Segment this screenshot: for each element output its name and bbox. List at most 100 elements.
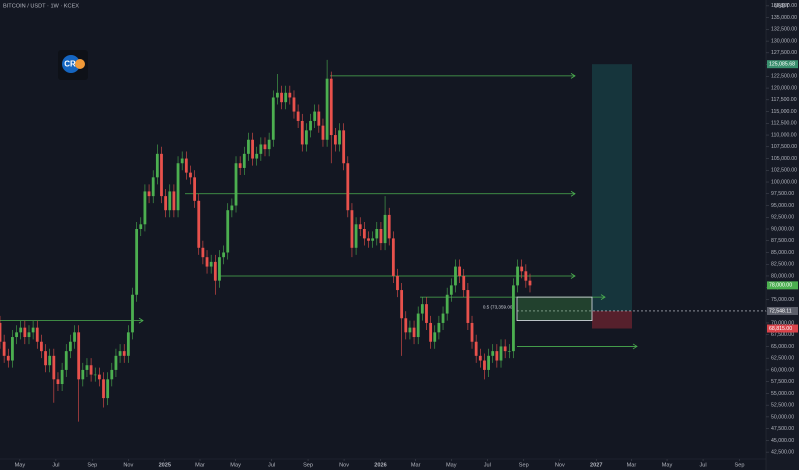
candle-body	[64, 351, 68, 370]
candle-body	[251, 139, 254, 159]
candle-body	[193, 177, 197, 201]
y-tick-label: 117,500.00	[771, 97, 797, 103]
y-tick-label: 82,500.00	[771, 262, 794, 268]
candle-body	[106, 379, 110, 399]
y-tick-label: 42,500.00	[771, 450, 794, 456]
y-tick-label: 107,500.00	[771, 144, 797, 150]
candle-body	[466, 290, 470, 323]
candle-body	[350, 210, 354, 248]
candle-body	[321, 125, 325, 140]
y-tick-label: 135,000.00	[771, 15, 797, 21]
x-tick-label: May	[662, 462, 673, 468]
y-tick-label: 65,000.00	[771, 344, 794, 350]
y-tick-label: 45,000.00	[771, 438, 794, 444]
level-arrow	[570, 190, 576, 197]
candle-body	[441, 313, 445, 323]
candle-body	[520, 266, 524, 272]
candle-body	[379, 229, 383, 244]
candle-body	[226, 210, 230, 253]
candle-body	[267, 139, 271, 150]
price-label: 125,085.68	[769, 62, 795, 68]
candle-body	[383, 214, 387, 244]
candle-body	[168, 191, 172, 211]
y-tick-label: 75,000.00	[771, 297, 794, 303]
y-tick-label: 60,000.00	[771, 367, 794, 373]
y-tick-label: 95,000.00	[771, 203, 794, 209]
candle-body	[201, 247, 205, 258]
candle-body	[433, 332, 437, 342]
candle-body	[164, 196, 168, 211]
candle-body	[358, 224, 362, 229]
candle-body	[176, 163, 180, 211]
candle-body	[114, 355, 118, 370]
candle-body	[516, 266, 519, 286]
y-tick-label: 110,000.00	[771, 132, 797, 138]
candle-body	[491, 351, 495, 356]
candle-body	[367, 238, 370, 241]
price-label: 72,548.11	[769, 308, 792, 314]
y-tick-label: 87,500.00	[771, 238, 794, 244]
currency-label: USDT	[774, 3, 790, 9]
level-arrow	[570, 73, 576, 79]
y-tick-label: 137,500.00	[771, 3, 797, 9]
candle-body	[362, 229, 366, 239]
candle-body	[449, 285, 453, 295]
candle-body	[458, 266, 461, 276]
candle-body	[528, 280, 532, 286]
level-arrow	[570, 273, 576, 279]
candle-body	[222, 252, 225, 258]
candle-body	[27, 332, 31, 338]
candle-body	[375, 229, 379, 239]
candle-body	[184, 158, 188, 173]
candle-body	[218, 257, 221, 281]
candle-body	[280, 92, 283, 103]
candle-body	[437, 322, 441, 333]
x-tick-label: Sep	[519, 462, 529, 468]
candle-body	[420, 304, 424, 314]
x-tick-label: Mar	[411, 462, 421, 468]
candle-body	[102, 379, 105, 399]
candle-body	[329, 78, 333, 136]
candle-body	[73, 332, 76, 342]
candle-body	[160, 153, 163, 197]
candle-body	[259, 144, 263, 154]
candle-body	[300, 120, 304, 145]
x-tick-label: 2027	[590, 462, 602, 468]
candle-body	[85, 365, 89, 370]
candle-body	[0, 322, 2, 342]
price-label-box	[767, 60, 798, 69]
plot: 42,500.00 45,000.00 47,500.00 50,000.00 52,5…	[0, 3, 798, 468]
candle-body	[155, 153, 159, 178]
candle-body	[425, 304, 428, 323]
candle-body	[462, 275, 466, 291]
candle-body	[263, 144, 267, 150]
candle-body	[524, 271, 528, 281]
y-tick-label: 80,000.00	[771, 273, 794, 279]
price-label: 78,000.00	[769, 283, 792, 289]
candle-body	[288, 92, 292, 98]
x-tick-label: 2026	[374, 462, 386, 468]
candle-body	[391, 238, 395, 276]
candle-body	[15, 332, 18, 338]
x-tick-label: Sep	[735, 462, 745, 468]
y-tick-label: 57,500.00	[771, 379, 794, 385]
candle-body	[238, 163, 242, 168]
x-tick-label: Jul	[52, 462, 59, 468]
x-tick-label: Nov	[555, 462, 565, 468]
candle-body	[60, 369, 64, 385]
level-arrow	[138, 317, 144, 324]
y-tick-label: 130,000.00	[771, 38, 797, 44]
candle-body	[396, 275, 399, 291]
candle-body	[305, 130, 308, 145]
y-tick-label: 92,500.00	[771, 215, 794, 221]
candle-body	[143, 191, 147, 225]
candle-body	[126, 332, 130, 356]
candle-body	[81, 369, 85, 380]
candle-body	[172, 191, 176, 211]
candle-body	[147, 191, 151, 197]
candle-body	[205, 257, 209, 267]
stop-zone	[592, 310, 632, 329]
candle-body	[97, 374, 101, 380]
x-tick-label: May	[446, 462, 457, 468]
